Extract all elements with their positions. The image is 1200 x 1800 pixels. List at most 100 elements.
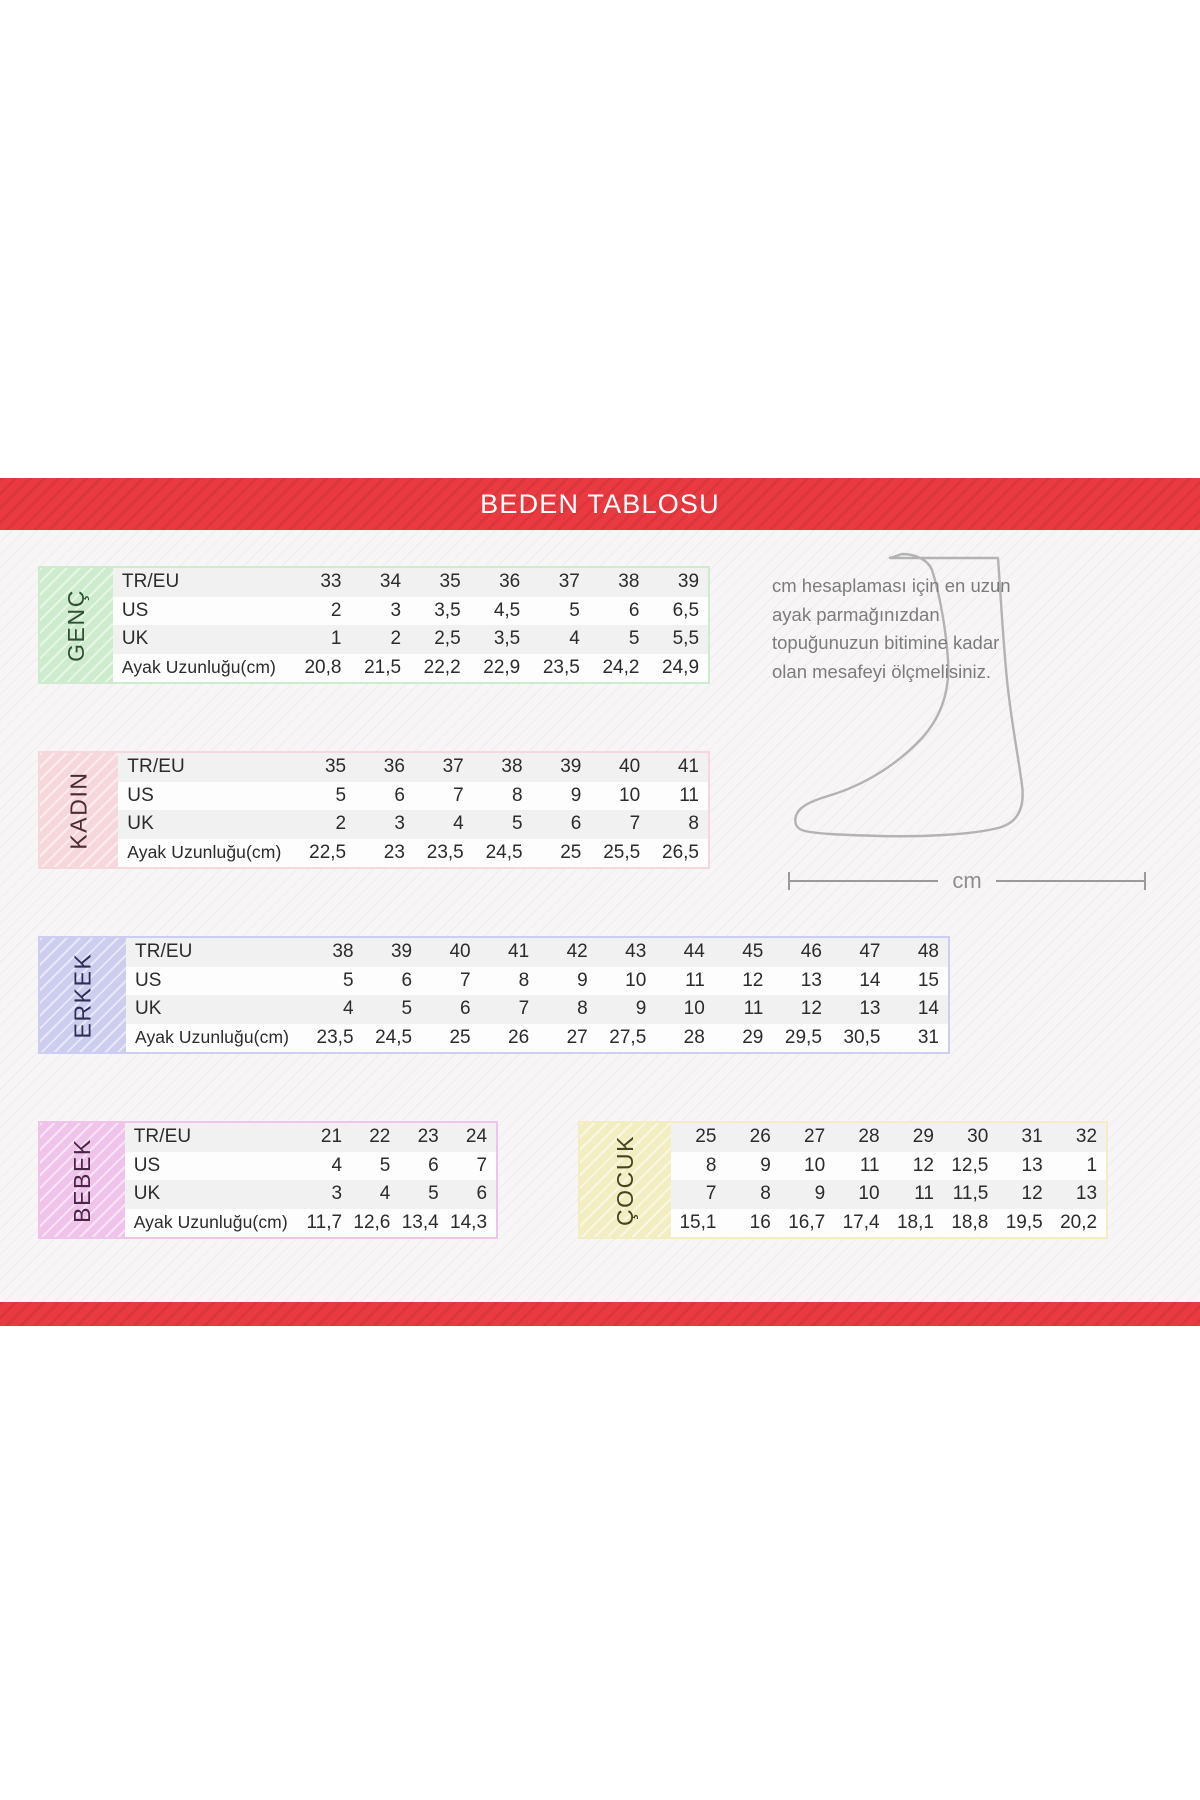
- cell: 29: [742, 1026, 764, 1048]
- cell: 12: [800, 998, 822, 1020]
- cell: 13,4: [401, 1211, 439, 1233]
- cell: 15,1: [679, 1211, 717, 1233]
- table-grid: TR/EU 21 22 23 24 US 4 5 6 7 UK: [124, 1123, 496, 1237]
- cell: 2: [330, 599, 342, 621]
- foot-outline-icon: [794, 552, 1024, 838]
- table-grid: 25 26 27 28 29 30 31 32 8 9 10 11 12 1: [671, 1123, 1106, 1237]
- table-row: UK 1 2 2,5 3,5 4 5 5,5: [112, 625, 708, 654]
- cell: 28: [858, 1126, 880, 1148]
- cell: 20,8: [304, 656, 342, 678]
- cell: 34: [379, 571, 402, 593]
- cell: 3: [390, 599, 402, 621]
- cell: 3,5: [434, 599, 461, 621]
- category-label-erkek: ERKEK: [40, 938, 126, 1052]
- cell: 6,5: [672, 599, 700, 621]
- cell: 16: [749, 1211, 771, 1233]
- cell: 35: [439, 571, 461, 593]
- category-label-text: BEBEK: [68, 1137, 95, 1223]
- cell: 2,5: [434, 628, 461, 650]
- cell: 37: [558, 571, 580, 593]
- row-label: UK: [134, 998, 162, 1020]
- row-label: TR/EU: [127, 756, 185, 778]
- top-banner: BEDEN TABLOSU: [0, 478, 1200, 530]
- row-cells: 4 5 6 7 8 9 10 11 12 13 14: [304, 998, 948, 1020]
- cell: 29: [912, 1126, 934, 1148]
- cell: 13: [1075, 1183, 1098, 1205]
- cell: 6: [394, 784, 405, 806]
- cell: 14,3: [450, 1211, 488, 1233]
- cell: 4: [331, 1154, 343, 1176]
- category-label-text: ERKEK: [69, 952, 96, 1038]
- cell: 37: [442, 756, 464, 778]
- ruler-line-right: [995, 880, 1145, 882]
- row-cells: 22,5 23 23,5 24,5 25 25,5 26,5: [296, 842, 708, 864]
- cell: 7: [518, 998, 530, 1020]
- cell: 4: [569, 628, 580, 650]
- table-grid: TR/EU 38 39 40 41 42 43 44 45 46 47 48 U…: [125, 938, 948, 1052]
- cell: 22,5: [309, 841, 347, 863]
- cell: 12: [912, 1154, 934, 1176]
- category-label-kadin: KADIN: [40, 753, 119, 867]
- cell: 8: [705, 1154, 717, 1176]
- cell: 46: [800, 941, 822, 963]
- cell: 18,1: [896, 1211, 934, 1233]
- table-row: TR/EU 38 39 40 41 42 43 44 45 46 47 48: [125, 938, 948, 967]
- row-cells: 33 34 35 36 37 38 39: [291, 571, 708, 593]
- table-row: Ayak Uzunluğu(cm) 20,8 21,5 22,2 22,9 23…: [112, 653, 708, 682]
- cell: 10: [804, 1154, 826, 1176]
- measure-instructions: cm hesaplaması için en uzun ayak parmağı…: [772, 575, 1011, 682]
- cell: 44: [683, 941, 705, 963]
- cell: 6: [460, 998, 471, 1020]
- cell: 45: [742, 941, 764, 963]
- cell: 11: [743, 998, 764, 1020]
- cell: 33: [320, 571, 342, 593]
- table-row: Ayak Uzunluğu(cm) 23,5 24,5 25 26 27 27,…: [125, 1023, 948, 1052]
- cell: 10: [625, 969, 647, 991]
- cell: 36: [383, 756, 405, 778]
- row-cells: 7 8 9 10 11 11,5 12 13: [671, 1183, 1106, 1205]
- cell: 14: [859, 969, 881, 991]
- row-cells: 35 36 37 38 39 40 41: [296, 756, 708, 778]
- cell: 21: [320, 1126, 343, 1148]
- cell: 10: [858, 1183, 880, 1205]
- ruler-cap-left: [788, 872, 790, 890]
- cell: 3,5: [493, 628, 521, 650]
- row-cells: 5 6 7 8 9 10 11 12 13 14 15: [304, 970, 948, 992]
- table-row: US 4 5 6 7: [124, 1151, 496, 1180]
- table-row: UK 2 3 4 5 6 7 8: [118, 810, 708, 839]
- cell: 24: [465, 1126, 488, 1148]
- row-cells: 4 5 6 7: [303, 1155, 496, 1177]
- cell: 12: [1021, 1183, 1043, 1205]
- cell: 2: [390, 628, 402, 650]
- cell: 23,5: [542, 656, 580, 678]
- cell: 4,5: [493, 599, 521, 621]
- cell: 25: [449, 1026, 471, 1048]
- row-cells: 21 22 23 24: [303, 1126, 496, 1148]
- cell: 40: [619, 756, 641, 778]
- category-label-text: GENÇ: [62, 588, 89, 662]
- cell: 5: [569, 599, 580, 621]
- table-grid: TR/EU 33 34 35 36 37 38 39 US 2 3 3,5 4,…: [112, 568, 708, 682]
- cell: 24,2: [602, 656, 640, 678]
- category-label-genc: GENÇ: [40, 568, 113, 682]
- cell: 22,2: [423, 656, 461, 678]
- table-row: Ayak Uzunluğu(cm) 22,5 23 23,5 24,5 25 2…: [118, 838, 708, 867]
- cell: 19,5: [1005, 1211, 1043, 1233]
- row-label: Ayak Uzunluğu(cm): [121, 657, 276, 678]
- cell: 24,9: [662, 656, 700, 678]
- cell: 36: [499, 571, 521, 593]
- cell: 40: [449, 941, 471, 963]
- cell: 38: [618, 571, 640, 593]
- table-row: US 5 6 7 8 9 10 11: [118, 781, 708, 810]
- row-label: US: [134, 969, 162, 991]
- cell: 24,5: [485, 841, 523, 863]
- cell: 8: [688, 813, 699, 835]
- cell: 11: [685, 969, 705, 991]
- cell: 48: [917, 941, 939, 963]
- cell: 29,5: [784, 1026, 822, 1048]
- cell: 6: [401, 969, 413, 991]
- cell: 7: [453, 784, 464, 806]
- cell: 11: [679, 784, 699, 806]
- cell: 41: [508, 941, 530, 963]
